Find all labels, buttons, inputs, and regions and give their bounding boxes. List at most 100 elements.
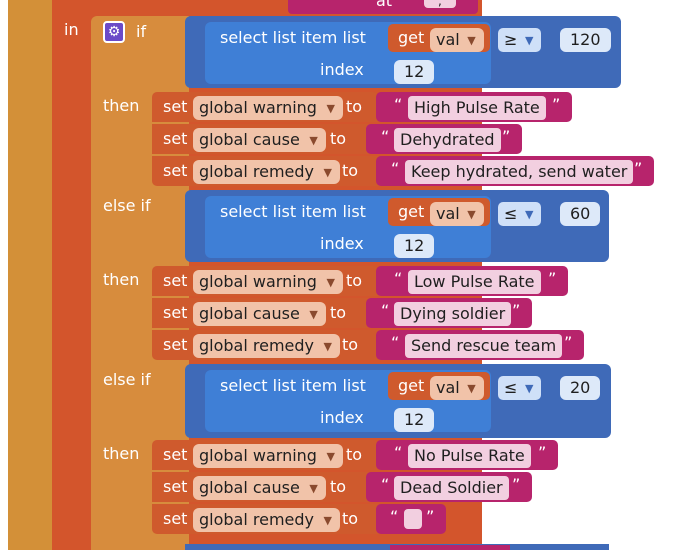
open-quote: “ — [381, 301, 390, 320]
at-label: at — [376, 0, 393, 10]
open-quote: “ — [394, 269, 403, 288]
chevron-down-icon: ▼ — [467, 34, 476, 47]
to-label: to — [346, 271, 363, 290]
top-text-value: ; — [424, 0, 456, 8]
index-number-3[interactable]: 12 — [394, 408, 435, 432]
set-label: set — [163, 97, 188, 116]
text-value[interactable]: Dying soldier — [394, 302, 512, 326]
chevron-down-icon: ▼ — [323, 340, 333, 353]
compare-value-3[interactable]: 20 — [560, 376, 601, 400]
open-quote: “ — [390, 507, 399, 526]
set-var-dropdown[interactable]: global cause ▼ — [193, 128, 326, 152]
to-label: to — [342, 509, 359, 528]
select-list-label-3: select list item list — [220, 376, 366, 395]
set-label: set — [163, 129, 188, 148]
text-value-empty[interactable] — [404, 509, 422, 529]
text-value[interactable]: High Pulse Rate — [408, 96, 546, 120]
set-label: set — [163, 161, 188, 180]
set-label: set — [163, 271, 188, 290]
chevron-down-icon: ▼ — [323, 166, 333, 179]
close-quote: ” — [502, 127, 511, 146]
chevron-down-icon: ▼ — [326, 276, 335, 289]
chevron-down-icon: ▼ — [467, 208, 476, 221]
chevron-down-icon: ▼ — [309, 134, 318, 147]
set-var-dropdown[interactable]: global remedy ▼ — [193, 160, 341, 184]
open-quote: “ — [391, 333, 400, 352]
compare-op-dropdown-1[interactable]: ≥ ▼ — [498, 28, 542, 52]
open-quote: “ — [394, 95, 403, 114]
in-label: in — [64, 20, 79, 39]
chevron-down-icon: ▼ — [524, 34, 534, 47]
to-label: to — [342, 335, 359, 354]
chevron-down-icon: ▼ — [467, 382, 476, 395]
text-value[interactable]: Send rescue team — [405, 334, 563, 358]
gear-icon[interactable]: ⚙ — [103, 21, 125, 43]
open-quote: “ — [381, 127, 390, 146]
open-quote: “ — [394, 443, 403, 462]
set-var-dropdown[interactable]: global warning ▼ — [193, 96, 343, 120]
chevron-down-icon: ▼ — [326, 450, 335, 463]
text-value[interactable]: No Pulse Rate — [408, 444, 531, 468]
compare-value-2[interactable]: 60 — [560, 202, 601, 226]
compare-op-dropdown-2[interactable]: ≤ ▼ — [498, 202, 542, 226]
index-number-2[interactable]: 12 — [394, 234, 435, 258]
open-quote: “ — [391, 159, 400, 178]
set-label: set — [163, 335, 188, 354]
if-label: if — [136, 22, 147, 41]
index-label-3: index — [320, 408, 364, 427]
close-quote: ” — [426, 507, 435, 526]
to-label: to — [346, 97, 363, 116]
close-quote: ” — [634, 159, 643, 178]
else-if-label-2: else if — [103, 370, 151, 389]
then-label-2: then — [103, 270, 140, 289]
close-quote: ” — [512, 475, 521, 494]
set-var-dropdown[interactable]: global warning ▼ — [193, 270, 343, 294]
chevron-down-icon: ▼ — [524, 208, 534, 221]
close-quote: ” — [548, 269, 557, 288]
get-var-dropdown-1[interactable]: val ▼ — [430, 28, 484, 52]
set-label: set — [163, 477, 188, 496]
else-if-label-1: else if — [103, 196, 151, 215]
compare-op-dropdown-3[interactable]: ≤ ▼ — [498, 376, 542, 400]
text-value[interactable]: Dead Soldier — [394, 476, 509, 500]
set-var-dropdown[interactable]: global remedy ▼ — [193, 334, 341, 358]
then-label-3: then — [103, 444, 140, 463]
to-label: to — [330, 129, 347, 148]
set-label: set — [163, 445, 188, 464]
set-var-dropdown[interactable]: global warning ▼ — [193, 444, 343, 468]
index-label-2: index — [320, 234, 364, 253]
set-var-dropdown[interactable]: global cause ▼ — [193, 476, 326, 500]
open-quote: “ — [381, 475, 390, 494]
select-list-label-2: select list item list — [220, 202, 366, 221]
get-label-1: get — [398, 28, 425, 47]
close-quote: ” — [538, 443, 547, 462]
close-quote: ” — [564, 333, 573, 352]
set-var-dropdown[interactable]: global cause ▼ — [193, 302, 326, 326]
chevron-down-icon: ▼ — [323, 514, 333, 527]
to-label: to — [330, 303, 347, 322]
chevron-down-icon: ▼ — [326, 102, 335, 115]
text-block-4[interactable] — [390, 545, 510, 550]
index-number-1[interactable]: 12 — [394, 60, 435, 84]
set-label: set — [163, 509, 188, 528]
get-var-dropdown-2[interactable]: val ▼ — [430, 202, 484, 226]
text-value[interactable]: Low Pulse Rate — [408, 270, 541, 294]
close-quote: ” — [552, 95, 561, 114]
text-value[interactable]: Dehydrated — [394, 128, 501, 152]
get-label-2: get — [398, 202, 425, 221]
to-label: to — [342, 161, 359, 180]
to-label: to — [346, 445, 363, 464]
text-value[interactable]: Keep hydrated, send water — [405, 160, 634, 184]
to-label: to — [330, 477, 347, 496]
get-var-dropdown-3[interactable]: val ▼ — [430, 376, 484, 400]
get-label-3: get — [398, 376, 425, 395]
procedure-block[interactable] — [8, 0, 52, 550]
set-label: set — [163, 303, 188, 322]
chevron-down-icon: ▼ — [309, 482, 318, 495]
select-list-label-1: select list item list — [220, 28, 366, 47]
compare-value-1[interactable]: 120 — [560, 28, 611, 52]
close-quote: ” — [512, 301, 521, 320]
chevron-down-icon: ▼ — [309, 308, 318, 321]
set-var-dropdown[interactable]: global remedy ▼ — [193, 508, 341, 532]
